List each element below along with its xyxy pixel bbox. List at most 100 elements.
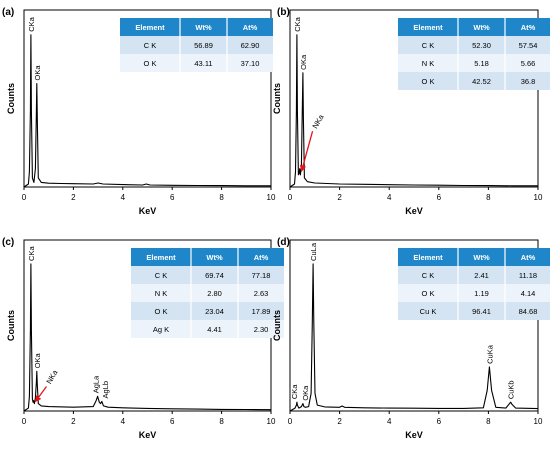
table-header-row — [120, 18, 273, 36]
x-tick-label: 4 — [387, 417, 392, 426]
peak-label: AgLa — [92, 375, 101, 393]
panel-label: (c) — [2, 237, 14, 248]
table-cell: 2.30 — [254, 325, 269, 334]
plot-frame — [23, 9, 272, 188]
x-axis-label: KeV — [139, 430, 157, 440]
composition-table: Element Wt% At% C K 69.74 77.18 N K 2.80 2.63 O K… — [131, 248, 284, 338]
peak-label: CKa — [27, 16, 36, 31]
spectrum-line — [289, 263, 539, 412]
table-row — [131, 302, 284, 320]
table-cell: 56.89 — [194, 41, 213, 50]
table-cell: 1.19 — [474, 289, 489, 298]
table-cell: 62.90 — [241, 41, 260, 50]
x-tick-label: 8 — [219, 193, 224, 202]
table-cell: 5.18 — [474, 59, 489, 68]
peak-label: CKa — [27, 246, 36, 261]
x-tick-label: 6 — [437, 417, 442, 426]
table-cell: 57.54 — [519, 41, 538, 50]
y-axis-label: Counts — [6, 310, 16, 341]
x-tick-label: 10 — [534, 193, 543, 202]
table-header-cell: At% — [521, 253, 536, 262]
table-cell: 84.68 — [519, 307, 538, 316]
peak-label: CuKb — [507, 380, 516, 399]
peak-label: AgLb — [101, 381, 110, 399]
panel-label: (a) — [2, 7, 14, 18]
table-header-cell: At% — [243, 23, 258, 32]
table-cell: N K — [422, 59, 435, 68]
table-cell: C K — [422, 271, 435, 280]
composition-table: Element Wt% At% C K 52.30 57.54 N K 5.18 5.66 O K… — [398, 18, 550, 90]
x-tick-label: 0 — [288, 417, 293, 426]
table-cell: C K — [155, 271, 168, 280]
spectrum-line — [289, 34, 538, 188]
table-cell: 17.89 — [252, 307, 271, 316]
x-tick-label: 0 — [22, 417, 27, 426]
table-cell: N K — [155, 289, 168, 298]
table-row — [398, 72, 550, 90]
table-row — [398, 266, 550, 284]
table-row — [398, 284, 550, 302]
panel-d: (d) 0 2 4 6 8 10 KeV Counts CKa OKa CuLa CuKa CuKb Ele… — [272, 237, 550, 440]
table-cell: 11.18 — [519, 271, 537, 280]
table-row — [131, 320, 284, 338]
peak-label: NKa — [310, 112, 326, 130]
peak-label: OKa — [33, 352, 42, 368]
x-tick-label: 10 — [267, 193, 276, 202]
y-axis-label: Counts — [6, 83, 16, 114]
table-cell: 37.10 — [241, 59, 260, 68]
x-tick-label: 0 — [22, 193, 27, 202]
table-cell: 69.74 — [205, 271, 224, 280]
x-tick-label: 4 — [387, 193, 392, 202]
spectrum-line — [23, 34, 271, 188]
peak-label: OKa — [301, 385, 310, 401]
table-cell: 2.80 — [207, 289, 222, 298]
x-tick-label: 2 — [71, 417, 76, 426]
table-cell: 42.52 — [472, 77, 491, 86]
plot-frame — [289, 239, 539, 412]
y-axis-label: Counts — [272, 83, 282, 114]
peak-label: CKa — [293, 16, 302, 31]
table-header-cell: Element — [413, 253, 443, 262]
peak-label: OKa — [299, 54, 308, 70]
x-tick-label: 4 — [121, 417, 126, 426]
table-cell: 43.11 — [194, 59, 212, 68]
x-tick-label: 2 — [337, 193, 342, 202]
x-axis-label: KeV — [405, 430, 423, 440]
composition-table: Element Wt% At% C K 56.89 62.90 O K 43.11 37.10 — [120, 18, 273, 72]
x-tick-label: 0 — [288, 193, 293, 202]
table-cell: Cu K — [420, 307, 437, 316]
nka-arrow — [34, 386, 47, 403]
x-tick-label: 10 — [534, 417, 543, 426]
peak-label: NKa — [44, 368, 60, 386]
table-header-cell: At% — [521, 23, 536, 32]
x-tick-label: 4 — [121, 193, 126, 202]
table-header-row — [398, 248, 550, 266]
table-row — [398, 302, 550, 320]
x-tick-label: 8 — [486, 417, 491, 426]
peak-label: CKa — [290, 384, 299, 399]
table-row — [120, 36, 273, 54]
peak-label: CuLa — [309, 242, 318, 261]
table-cell: 23.04 — [205, 307, 224, 316]
x-tick-label: 6 — [437, 193, 442, 202]
x-tick-label: 2 — [337, 417, 342, 426]
panel-label: (d) — [277, 237, 290, 248]
table-cell: C K — [144, 41, 157, 50]
x-axis-label: KeV — [139, 206, 157, 216]
table-cell: 4.41 — [207, 325, 222, 334]
y-axis-label: Counts — [272, 310, 282, 341]
table-header-cell: Wt% — [473, 23, 490, 32]
table-header-cell: Element — [146, 253, 176, 262]
table-row — [120, 54, 273, 72]
table-row — [131, 284, 284, 302]
table-cell: 2.63 — [254, 289, 269, 298]
panel-b: (b) 0 2 4 6 8 10 KeV Counts CKa OKa NKa Element Wt% At… — [272, 7, 550, 216]
panel-label: (b) — [277, 7, 290, 18]
nka-arrow — [299, 130, 314, 172]
plot-frame — [289, 9, 539, 188]
table-header-row — [398, 18, 550, 36]
table-cell: 5.66 — [521, 59, 536, 68]
table-cell: 52.30 — [472, 41, 491, 50]
